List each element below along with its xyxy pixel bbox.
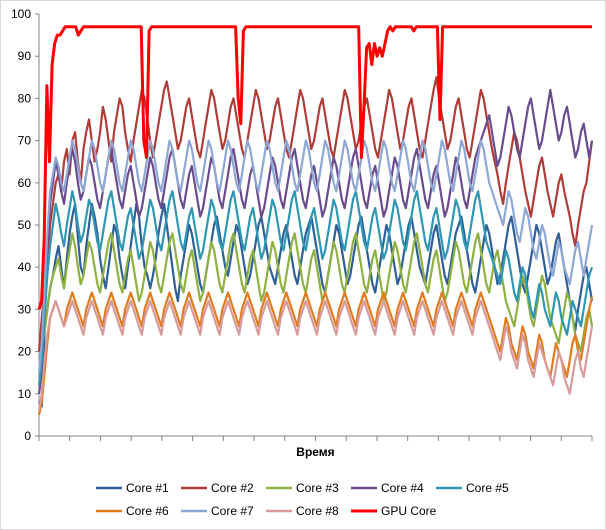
y-tick-label: 80 [18,91,32,105]
legend-label: Core #4 [381,481,424,495]
legend-item: Core #4 [351,481,424,495]
series-line-gpu-core [37,25,592,310]
series-line-core-2 [37,76,594,352]
legend-label: Core #6 [126,504,169,518]
series-line-core-8 [37,299,594,411]
y-tick-label: 60 [18,176,32,190]
series-line-core-1 [38,202,594,408]
x-axis [38,435,593,441]
y-tick-label: 70 [18,134,32,148]
series-line-core-7 [37,139,594,373]
y-tick-label: 100 [11,7,31,21]
legend-label: Core #8 [296,504,339,518]
y-tick-label: 20 [18,345,32,359]
series-line-core-5 [37,190,594,386]
legend-item: Core #7 [181,504,254,518]
y-tick-label: 30 [18,302,32,316]
y-tick-label: 50 [18,218,32,232]
legend-item: Core #3 [266,481,339,495]
y-tick-label: 0 [24,429,31,443]
series-line-core-3 [37,232,594,373]
y-axis-ticks: 0 10 20 30 40 50 60 70 80 90 100 [11,7,39,443]
legend-item: Core #6 [96,504,169,518]
series-line-core-4 [37,88,594,394]
legend-label: Core #3 [296,481,339,495]
legend-item: Core #1 [96,481,169,495]
legend-item: Core #8 [266,504,339,518]
y-tick-label: 90 [18,49,32,63]
y-tick-label: 40 [18,260,32,274]
y-tick-label: 10 [18,387,32,401]
legend-item: GPU Core [351,504,437,518]
legend: Core #1 Core #2 Core #3 Core #4 Core #5 Core … [96,481,509,518]
x-axis-title: Время [296,445,334,459]
legend-label: Core #2 [211,481,254,495]
legend-label: Core #5 [466,481,509,495]
legend-label: Core #7 [211,504,254,518]
legend-item: Core #5 [436,481,509,495]
series-line-core-6 [37,291,594,416]
series-lines [37,25,594,416]
legend-item: Core #2 [181,481,254,495]
legend-label: Core #1 [126,481,169,495]
legend-label: GPU Core [381,504,437,518]
